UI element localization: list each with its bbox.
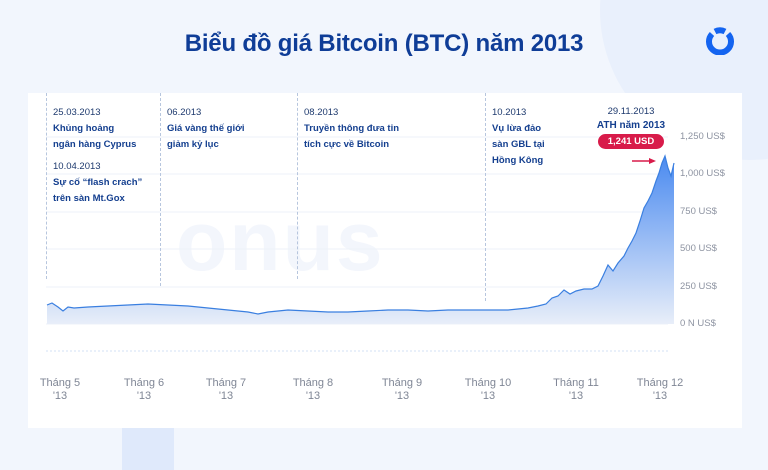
x-tick-year: '13 [52,390,68,402]
event-date: 10.2013 [492,107,527,118]
x-tick-year: '13 [480,390,496,402]
chart-card: onus 25.03.2013 Khủng hoảng ngân hà [28,93,742,428]
ath-price-badge: 1,241 USD [597,134,665,149]
event-text-line: Khủng hoảng [53,123,115,134]
x-tick-month: Tháng 9 [381,377,423,389]
x-tick-year: '13 [652,390,668,402]
ath-arrow-icon [632,158,656,164]
event-text: Sự cố “flash crach” trên sàn Mt.Gox [53,175,142,207]
x-tick: Tháng 11'13 [546,377,606,403]
x-tick-year: '13 [394,390,410,402]
event-text: Giá vàng thế giới giảm kỷ lục [167,121,245,153]
event-date: 06.2013 [167,107,202,118]
event-date: 25.03.2013 [53,107,101,118]
event-text-line: giảm kỷ lục [167,139,219,150]
x-tick: Tháng 10'13 [458,377,518,403]
event-text: Truyền thông đưa tin tích cực về Bitcoin [304,121,399,153]
page-title: Biểu đồ giá Bitcoin (BTC) năm 2013 [184,30,584,57]
event-date: 10.04.2013 [53,161,101,172]
y-tick: 250 US$ [680,281,717,292]
event-text-line: trên sàn Mt.Gox [53,193,125,204]
event-text-line: Giá vàng thế giới [167,123,245,134]
x-tick-year: '13 [136,390,152,402]
x-tick-month: Tháng 10 [464,377,512,389]
y-tick: 1,000 US$ [680,168,725,179]
event-text-line: Truyền thông đưa tin [304,123,400,134]
x-tick-year: '13 [218,390,234,402]
event-gold: 06.2013 Giá vàng thế giới giảm kỷ lục [160,93,245,286]
y-tick: 500 US$ [680,243,717,254]
event-gbl: 10.2013 Vụ lừa đảo sàn GBL tại Hồng Kông [485,93,545,301]
event-cyprus: 25.03.2013 Khủng hoảng ngân hàng Cyprus … [46,93,142,279]
event-text-line: tích cực về Bitcoin [304,139,390,150]
event-text-line: Vụ lừa đảo [492,123,542,134]
x-tick: Tháng 7'13 [196,377,256,403]
y-tick: 1,250 US$ [680,131,725,142]
x-tick-month: Tháng 11 [553,377,599,389]
ath-date: 29.11.2013 [607,106,655,117]
onus-watermark: onus [176,194,385,288]
event-text-line: sàn GBL tại [492,139,545,150]
x-tick-month: Tháng 8 [292,377,334,389]
ath-annotation: 29.11.2013 ATH năm 2013 1,241 USD [591,106,671,149]
x-tick-month: Tháng 7 [205,377,247,389]
x-tick: Tháng 8'13 [283,377,343,403]
price-area [47,156,674,324]
x-tick: Tháng 12'13 [630,377,690,403]
y-tick: 750 US$ [680,206,717,217]
ath-title: ATH năm 2013 [596,120,666,131]
x-tick: Tháng 9'13 [372,377,432,403]
x-tick: Tháng 5'13 [30,377,90,403]
x-tick-month: Tháng 12 [636,377,684,389]
onus-logo-icon [706,27,734,55]
event-text: Khủng hoảng ngân hàng Cyprus [53,121,142,153]
event-text-line: Hồng Kông [492,155,544,166]
x-tick-year: '13 [305,390,321,402]
event-media: 08.2013 Truyền thông đưa tin tích cực về… [297,93,399,279]
event-text-line: Sự cố “flash crach” [53,177,143,188]
price-line [46,154,675,315]
event-text: Vụ lừa đảo sàn GBL tại Hồng Kông [492,121,545,169]
price-chart [46,136,675,352]
bg-decor-block [122,428,174,470]
event-date: 08.2013 [304,107,339,118]
event-text-line: ngân hàng Cyprus [53,139,137,150]
x-tick-month: Tháng 6 [123,377,165,389]
x-tick-year: '13 [568,390,584,402]
x-tick: Tháng 6'13 [114,377,174,403]
y-tick: 0 N US$ [680,318,716,329]
x-tick-month: Tháng 5 [39,377,81,389]
